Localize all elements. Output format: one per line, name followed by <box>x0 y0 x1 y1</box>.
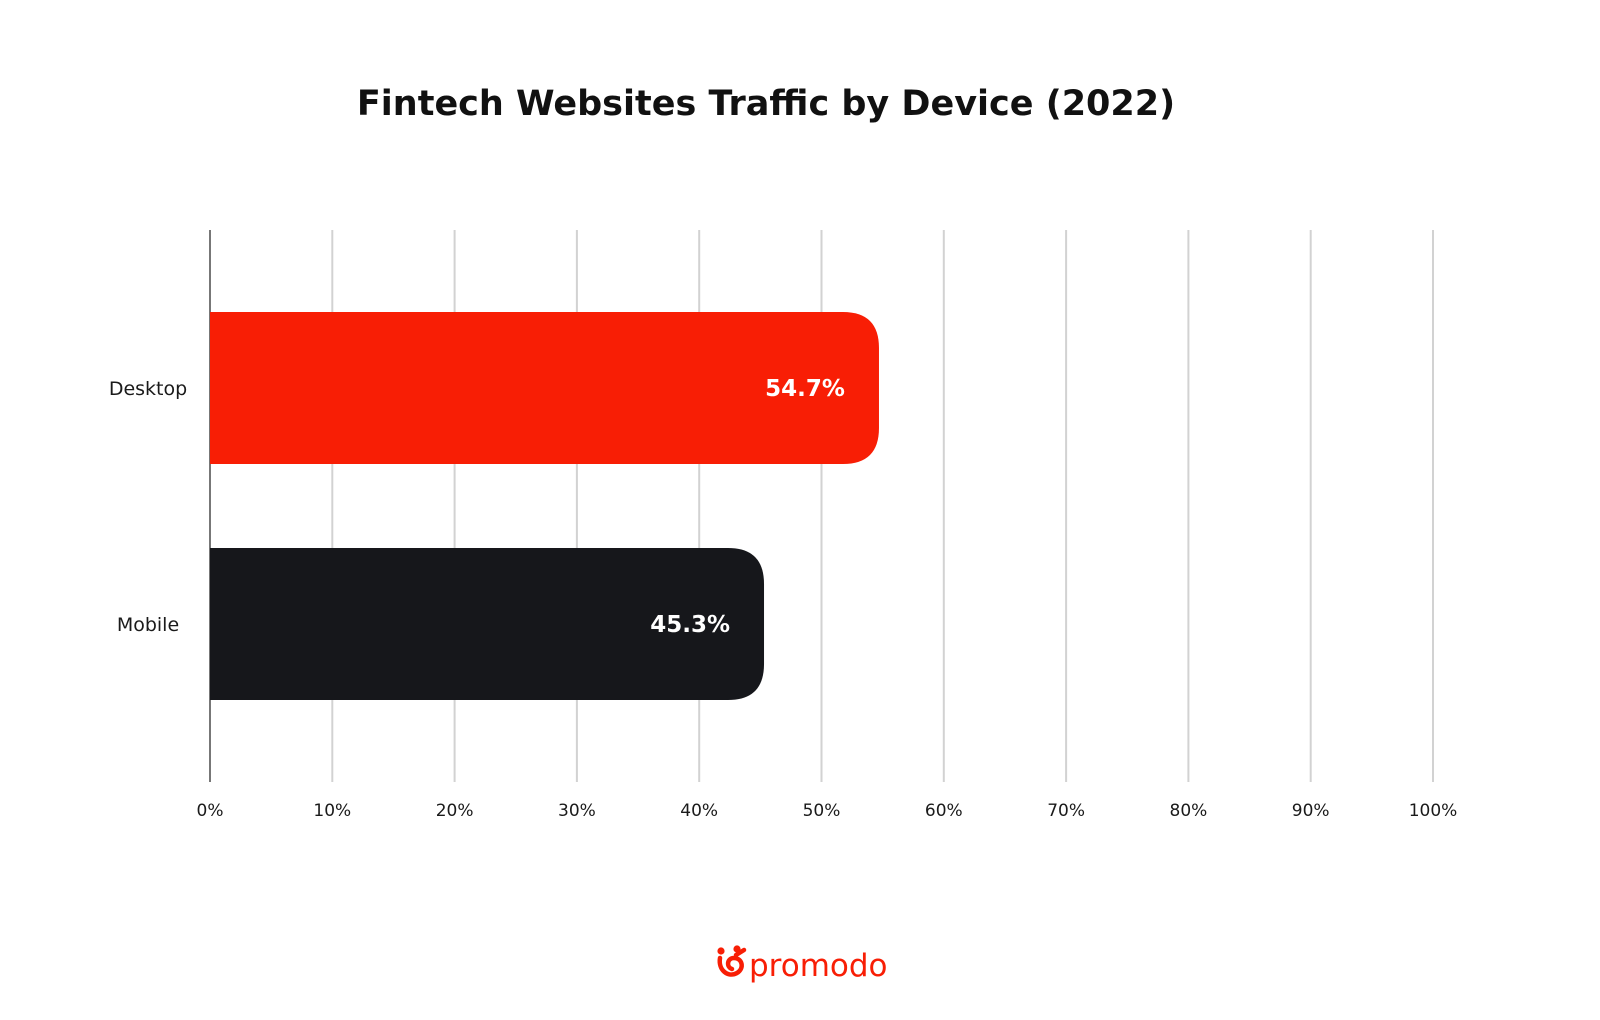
data-label-desktop: 54.7% <box>765 376 845 402</box>
category-labels: Desktop Mobile <box>109 378 187 636</box>
x-tick-label: 40% <box>680 801 718 821</box>
data-label-mobile: 45.3% <box>650 612 730 638</box>
brand-name: promodo <box>749 948 888 984</box>
bar-mobile <box>210 548 765 700</box>
x-tick-label: 70% <box>1047 801 1085 821</box>
promodo-logo-icon <box>717 945 747 977</box>
category-label-mobile: Mobile <box>117 614 179 636</box>
x-tick-label: 100% <box>1409 801 1458 821</box>
x-tick-label: 10% <box>313 801 351 821</box>
x-tick-label: 80% <box>1170 801 1208 821</box>
x-tick-label: 50% <box>803 801 841 821</box>
x-tick-label: 60% <box>925 801 963 821</box>
x-tick-label: 30% <box>558 801 596 821</box>
category-label-desktop: Desktop <box>109 378 187 400</box>
x-tick-label: 20% <box>436 801 474 821</box>
x-tick-label: 0% <box>197 801 224 821</box>
brand-logo: promodo <box>717 945 888 984</box>
chart-title: Fintech Websites Traffic by Device (2022… <box>357 84 1175 124</box>
bars: 54.7% 45.3% <box>210 312 879 700</box>
bar-desktop <box>210 312 879 464</box>
x-tick-labels: 0% 10% 20% 30% 40% 50% 60% 70% 80% 90% 100% <box>197 801 1458 821</box>
x-tick-label: 90% <box>1292 801 1330 821</box>
